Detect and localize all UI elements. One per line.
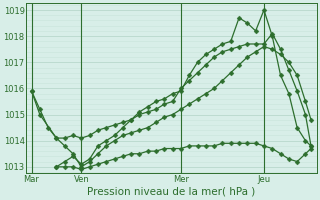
X-axis label: Pression niveau de la mer( hPa ): Pression niveau de la mer( hPa ) [87,187,255,197]
